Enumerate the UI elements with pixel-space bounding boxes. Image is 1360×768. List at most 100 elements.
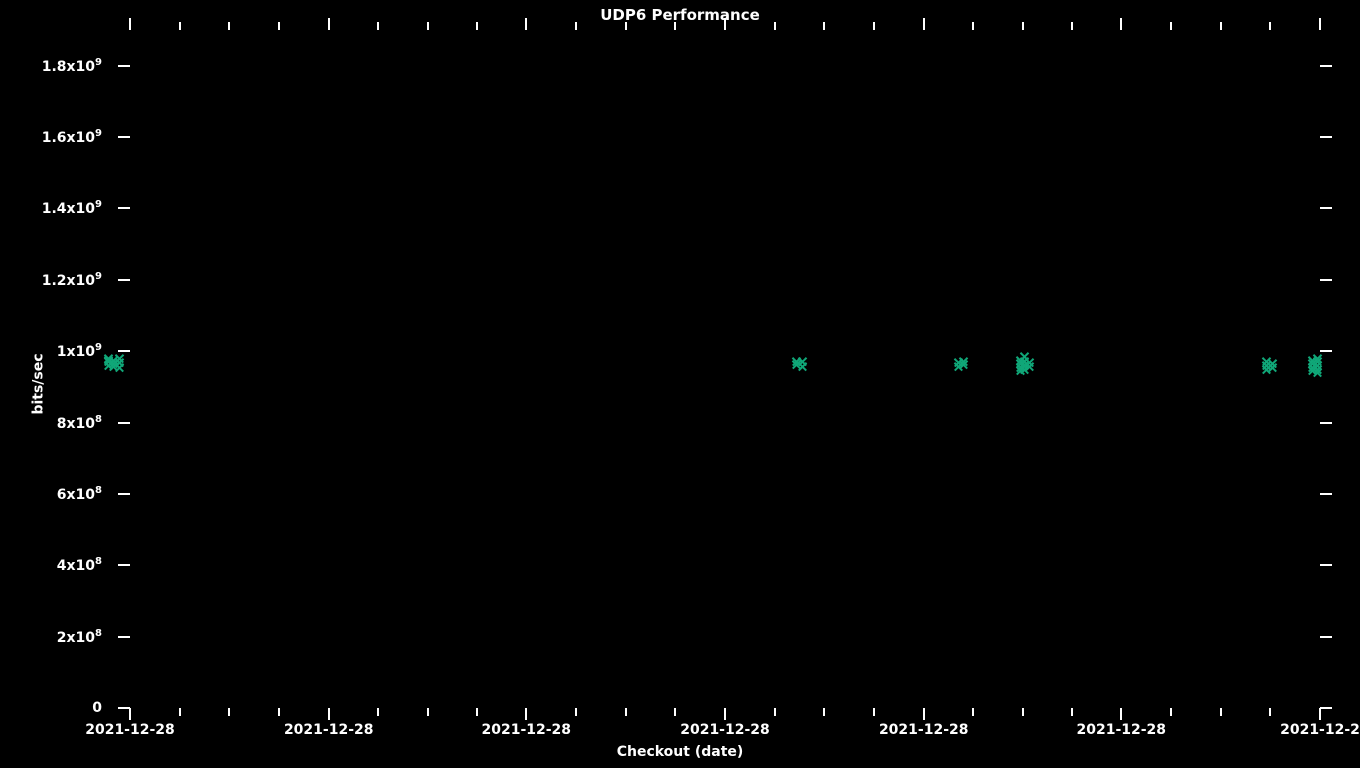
y-tick-mark [118,493,130,495]
x-minor-tick [179,22,181,30]
x-minor-tick [972,22,974,30]
y-tick-mark [118,636,130,638]
data-point [1020,361,1029,370]
x-minor-tick [427,708,429,716]
x-minor-tick [873,22,875,30]
x-minor-tick [674,708,676,716]
y-tick-label: 2x108 [57,628,102,646]
x-minor-tick [575,708,577,716]
y-tick-label: 1.6x109 [42,128,102,146]
data-point [1016,356,1025,365]
data-point [115,354,124,363]
data-point [792,360,801,369]
x-minor-tick [1269,22,1271,30]
x-minor-tick [1022,22,1024,30]
data-point [1268,363,1277,372]
x-minor-tick [228,22,230,30]
x-axis-label: Checkout (date) [0,744,1360,760]
y-tick-label: 1.2x109 [42,271,102,289]
x-minor-tick [1220,22,1222,30]
x-minor-tick [674,22,676,30]
x-tick-mark [328,18,330,30]
x-tick-mark [1120,708,1122,720]
data-point [109,362,118,371]
data-point [1268,359,1277,368]
x-tick-label: 2021-12-28 [85,722,175,738]
data-point [1020,352,1029,361]
y-tick-mark [1320,493,1332,495]
x-tick-label: 2021-12-2 [1280,722,1360,738]
data-point [109,359,118,368]
x-tick-mark [1319,18,1321,30]
x-minor-tick [476,708,478,716]
y-tick-mark [1320,65,1332,67]
data-point [115,358,124,367]
data-point [792,357,801,366]
x-minor-tick [179,708,181,716]
data-point [1262,365,1271,374]
x-tick-label: 2021-12-28 [481,722,571,738]
y-tick-mark [118,279,130,281]
x-minor-tick [1071,22,1073,30]
x-tick-label: 2021-12-28 [1076,722,1166,738]
data-point [798,357,807,366]
data-point [1313,368,1322,377]
y-tick-mark [1320,636,1332,638]
data-point [959,360,968,369]
x-tick-mark [525,708,527,720]
data-point [954,362,963,371]
y-tick-mark [1320,350,1332,352]
data-point [1308,359,1317,368]
x-minor-tick [1220,708,1222,716]
x-minor-tick [377,22,379,30]
data-point [104,357,113,366]
y-axis-label: bits/sec [31,353,47,414]
x-tick-mark [923,708,925,720]
x-minor-tick [625,708,627,716]
data-point [1016,366,1025,375]
x-minor-tick [774,708,776,716]
data-point [1308,366,1317,375]
x-tick-label: 2021-12-28 [879,722,969,738]
x-minor-tick [823,708,825,716]
y-tick-mark [1320,279,1332,281]
y-tick-label: 1x109 [57,342,102,360]
y-tick-label: 4x108 [57,556,102,574]
data-point [798,362,807,371]
y-tick-label: 1.4x109 [42,200,102,218]
y-tick-mark [1320,207,1332,209]
y-tick-label: 8x108 [57,414,102,432]
data-point [1016,363,1025,372]
y-tick-mark [1320,707,1332,709]
x-minor-tick [575,22,577,30]
chart-container: UDP6 Performance bits/sec Checkout (date… [0,0,1360,768]
data-point [1016,359,1025,368]
x-minor-tick [625,22,627,30]
y-tick-label: 0 [92,700,102,716]
x-tick-label: 2021-12-28 [284,722,374,738]
x-minor-tick [1022,708,1024,716]
x-minor-tick [377,708,379,716]
data-point [1308,356,1317,365]
x-tick-mark [724,18,726,30]
y-tick-mark [118,136,130,138]
x-minor-tick [278,708,280,716]
data-point [1020,357,1029,366]
y-tick-mark [118,350,130,352]
x-tick-mark [129,708,131,720]
chart-title: UDP6 Performance [0,6,1360,24]
data-point [1262,357,1271,366]
x-tick-mark [1120,18,1122,30]
y-tick-label: 1.8x109 [42,57,102,75]
x-minor-tick [972,708,974,716]
data-point [109,356,118,365]
x-tick-mark [525,18,527,30]
plot-area: 02x1084x1086x1088x1081x1091.2x1091.4x109… [130,30,1320,708]
data-point [1262,361,1271,370]
y-tick-mark [118,564,130,566]
x-minor-tick [427,22,429,30]
x-minor-tick [823,22,825,30]
x-tick-mark [1319,708,1321,720]
x-minor-tick [1170,708,1172,716]
data-point [115,363,124,372]
